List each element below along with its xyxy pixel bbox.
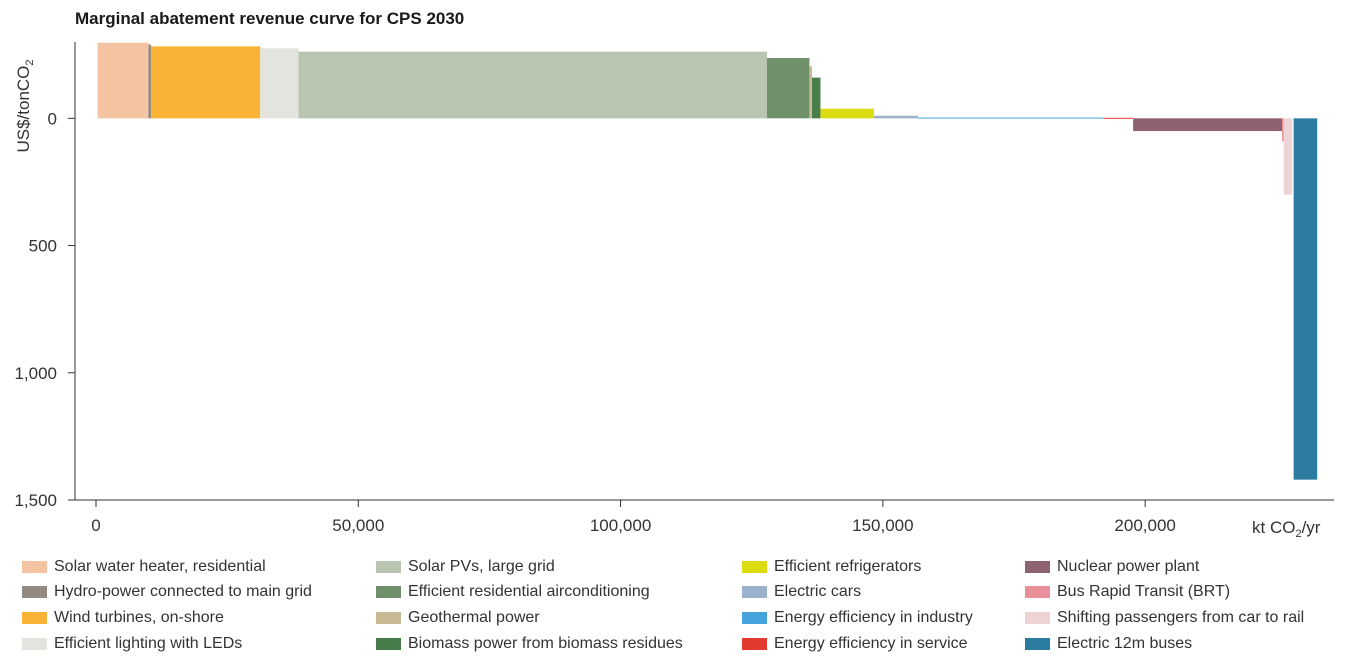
legend-swatch	[742, 612, 767, 624]
bar-electric-cars	[873, 115, 919, 119]
bar-bus-rapid-transit-brt	[1282, 118, 1284, 142]
legend-item-efficient-refrigerators: Efficient refrigerators	[742, 556, 921, 578]
legend-swatch	[22, 586, 47, 598]
legend-swatch	[1025, 638, 1050, 650]
legend-label: Electric 12m buses	[1057, 635, 1193, 652]
legend-label: Efficient residential airconditioning	[408, 583, 650, 600]
mac-chart: 0 500 1,000 1,500 0 50,000 100,000 150,000 200,…	[14, 42, 1334, 540]
legend-item-energy-efficiency-in-industry: Energy efficiency in industry	[742, 607, 973, 629]
bar-shifting-passengers-from-car-to-rail	[1283, 118, 1293, 195]
x-axis-title-main: kt CO	[1252, 518, 1295, 537]
legend: Solar water heater, residential Hydro-pow…	[0, 556, 1359, 659]
bar-electric-12m-buses	[1293, 118, 1318, 480]
bar-nuclear-power-plant	[1133, 118, 1283, 132]
x-tick-label: 200,000	[1114, 516, 1175, 535]
x-axis-title: kt CO2/yr	[1252, 518, 1321, 540]
legend-item-electric-12m-buses: Electric 12m buses	[1025, 633, 1192, 655]
bar-efficient-lighting-with-leds	[260, 48, 299, 119]
legend-item-efficient-lighting-with-leds: Efficient lighting with LEDs	[22, 633, 242, 655]
legend-swatch	[742, 638, 767, 650]
x-tick-label: 100,000	[590, 516, 651, 535]
legend-label: Nuclear power plant	[1057, 558, 1200, 575]
bar-solar-pvs-large-grid	[298, 51, 767, 119]
bar-hydro-power-connected-to-main-grid	[148, 44, 152, 119]
y-ticks: 0 500 1,000 1,500	[14, 109, 75, 510]
legend-item-biomass-power-from-biomass-residues: Biomass power from biomass residues	[376, 633, 683, 655]
legend-item-wind-turbines-on-shore: Wind turbines, on-shore	[22, 607, 224, 629]
legend-swatch	[376, 561, 401, 573]
legend-label: Bus Rapid Transit (BRT)	[1057, 583, 1231, 600]
legend-label: Solar water heater, residential	[54, 558, 266, 575]
y-tick-label: 0	[48, 109, 57, 128]
x-tick-label: 0	[91, 516, 100, 535]
legend-item-electric-cars: Electric cars	[742, 581, 861, 603]
legend-swatch	[1025, 612, 1050, 624]
bar-solar-water-heater-residential	[97, 42, 149, 119]
legend-swatch	[376, 638, 401, 650]
legend-label: Biomass power from biomass residues	[408, 635, 683, 652]
x-tick-label: 50,000	[332, 516, 384, 535]
legend-label: Hydro-power connected to main grid	[54, 583, 312, 600]
legend-label: Efficient refrigerators	[774, 558, 922, 575]
legend-swatch	[376, 612, 401, 624]
legend-item-geothermal-power: Geothermal power	[376, 607, 540, 629]
legend-item-solar-pvs-large-grid: Solar PVs, large grid	[376, 556, 555, 578]
legend-item-efficient-residential-airconditioning: Efficient residential airconditioning	[376, 581, 650, 603]
legend-item-energy-efficiency-in-service: Energy efficiency in service	[742, 633, 968, 655]
legend-swatch	[22, 612, 47, 624]
legend-swatch	[742, 586, 767, 598]
chart-title: Marginal abatement revenue curve for CPS…	[75, 9, 465, 28]
legend-swatch	[1025, 561, 1050, 573]
x-axis-title-unit: /yr	[1302, 518, 1321, 537]
bar-efficient-refrigerators	[820, 108, 874, 119]
legend-swatch	[742, 561, 767, 573]
y-axis-title: US$/tonCO2	[14, 59, 36, 152]
bar-biomass-power-from-biomass-residues	[812, 77, 821, 119]
legend-label: Solar PVs, large grid	[408, 558, 555, 575]
legend-label: Efficient lighting with LEDs	[54, 635, 243, 652]
y-tick-label: 1,000	[14, 364, 57, 383]
legend-label: Electric cars	[774, 583, 862, 600]
y-axis-title-main: US$/tonCO	[14, 66, 33, 153]
y-tick-label: 1,500	[14, 491, 57, 510]
legend-swatch	[22, 638, 47, 650]
legend-swatch	[1025, 586, 1050, 598]
bar-efficient-residential-airconditioning	[766, 58, 810, 119]
legend-swatch	[22, 561, 47, 573]
x-ticks: 0 50,000 100,000 150,000 200,000	[91, 500, 1176, 535]
bars-layer	[97, 42, 1318, 480]
legend-label: Shifting passengers from car to rail	[1057, 609, 1305, 626]
legend-label: Energy efficiency in service	[774, 635, 968, 652]
legend-label: Wind turbines, on-shore	[54, 609, 224, 626]
legend-item-bus-rapid-transit-brt: Bus Rapid Transit (BRT)	[1025, 581, 1230, 603]
bar-geothermal-power	[809, 66, 813, 119]
legend-item-hydro-power-connected-to-main-grid: Hydro-power connected to main grid	[22, 581, 312, 603]
bar-energy-efficiency-in-service	[1103, 117, 1134, 119]
legend-swatch	[376, 586, 401, 598]
x-axis-title-subscript: 2	[1295, 528, 1301, 540]
bar-energy-efficiency-in-industry	[918, 117, 1104, 119]
x-tick-label: 150,000	[852, 516, 913, 535]
legend-item-nuclear-power-plant: Nuclear power plant	[1025, 556, 1199, 578]
legend-item-shifting-passengers-from-car-to-rail: Shifting passengers from car to rail	[1025, 607, 1304, 629]
y-axis-title-subscript: 2	[24, 59, 36, 65]
legend-label: Energy efficiency in industry	[774, 609, 973, 626]
legend-label: Geothermal power	[408, 609, 540, 626]
bar-wind-turbines-on-shore	[151, 46, 261, 119]
legend-item-solar-water-heater-residential: Solar water heater, residential	[22, 556, 266, 578]
y-tick-label: 500	[29, 237, 57, 256]
